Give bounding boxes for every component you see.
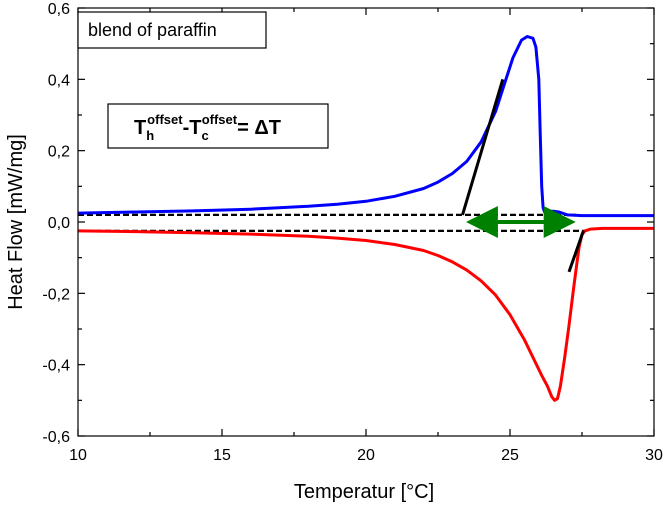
formula-t1: T <box>134 117 146 139</box>
y-tick-label: -0,6 <box>42 429 70 446</box>
tangents <box>461 78 585 273</box>
formula-sup1: offset <box>147 112 183 127</box>
x-tick-label: 30 <box>645 447 663 464</box>
y-tick-label: -0,4 <box>42 358 70 375</box>
x-tick-label: 10 <box>69 447 87 464</box>
delta-t-formula: Thoffset-Tcoffset= ΔT <box>134 112 281 143</box>
y-tick-label: 0,4 <box>48 72 70 89</box>
formula-t2: T <box>189 117 201 139</box>
formula-dash: - <box>183 117 190 139</box>
formula-box-frame <box>107 103 329 149</box>
y-axis-title: Heat Flow [mW/mg] <box>5 134 27 310</box>
formula-sub2: c <box>201 128 208 143</box>
tick-labels: 10 15 20 25 30 -0,6 -0,4 -0,2 0,0 0,2 0,4 0,6 <box>42 1 663 464</box>
y-tick-label: 0,0 <box>48 215 70 232</box>
series <box>77 35 654 402</box>
formula-sup2: offset <box>202 112 238 127</box>
x-axis-title: Temperatur [°C] <box>294 481 434 503</box>
formula-sub1: h <box>146 128 154 143</box>
x-tick-label: 25 <box>501 447 519 464</box>
x-tick-label: 20 <box>357 447 375 464</box>
y-tick-label: -0,2 <box>42 286 70 303</box>
cooling-curve <box>77 226 654 402</box>
legend-box-frame <box>77 11 267 49</box>
cooling-onset-tangent <box>567 230 585 273</box>
legend-box: blend of paraffin <box>77 11 267 49</box>
axis-ticks <box>77 7 655 437</box>
y-tick-label: 0,6 <box>48 1 70 18</box>
plot-frame <box>77 7 655 437</box>
legend-box-label: blend of paraffin <box>88 20 217 40</box>
x-tick-label: 15 <box>213 447 231 464</box>
y-tick-label: 0,2 <box>48 144 70 161</box>
delta-t-formula-box: Thoffset-Tcoffset= ΔT <box>107 103 329 149</box>
formula-rhs: = ΔT <box>237 117 281 139</box>
heating-onset-tangent <box>461 78 505 216</box>
